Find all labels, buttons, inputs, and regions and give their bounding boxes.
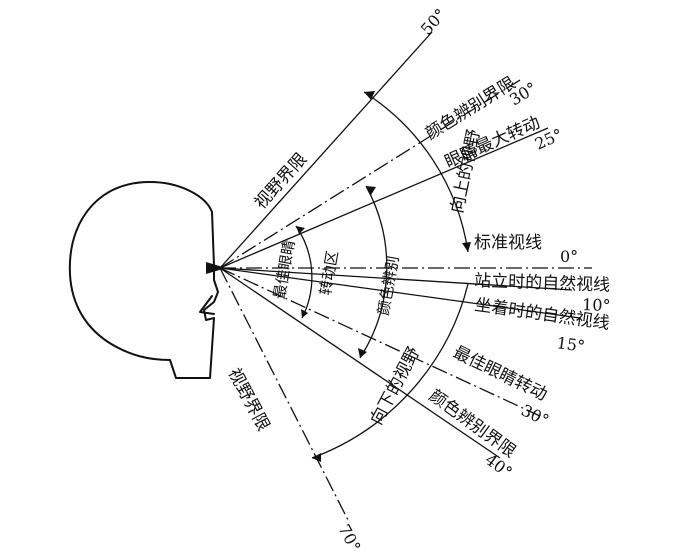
upper-limit-label: 视野界限 — [251, 149, 311, 213]
standard-deg: 0° — [560, 247, 578, 266]
best-eye-rot-label: 最佳眼睛转动 — [450, 343, 550, 406]
best-eye-label: 最佳眼睛 — [270, 238, 298, 300]
ray-color-limit-30 — [219, 79, 521, 269]
deg-50-label: 50° — [417, 5, 450, 39]
nose-outline — [199, 295, 215, 315]
arc-color-arrow-top — [366, 186, 376, 195]
ray-sitting-15 — [219, 267, 581, 319]
standing-natural-label: 站立时的自然视线 — [474, 271, 611, 296]
rot-zone-label: 转动区 — [316, 249, 342, 296]
color-limit-down-label: 颜色辨别界限 — [425, 386, 519, 462]
arc-color-arrow-bottom — [358, 348, 367, 358]
ray-standing-10 — [219, 267, 573, 291]
arc-best-eye — [295, 225, 313, 319]
view-up-label: 向上的视野 — [447, 128, 484, 215]
ray-eye-max-25 — [219, 127, 549, 269]
ray-lower-limit-70 — [219, 267, 349, 521]
arc-view-down — [311, 283, 469, 459]
ray-best-rot-30 — [219, 267, 541, 417]
standing-deg: 10° — [582, 295, 611, 315]
arc-view-up-arrow-top — [364, 91, 375, 100]
head-outline — [68, 181, 219, 379]
arc-view-down-arrow-bottom — [312, 453, 321, 462]
eye-marker — [206, 262, 226, 274]
arc-color-distinguish — [359, 185, 388, 359]
lower-limit-label: 视野界限 — [224, 365, 274, 434]
deg-70-label: 70° — [334, 521, 364, 554]
arc-best-eye-arrow-top — [296, 226, 305, 234]
arc-view-up-arrow-bottom — [462, 242, 471, 252]
color-distinguish-label: 颜色辨别 — [374, 254, 402, 316]
arc-view-up — [363, 91, 469, 253]
arc-best-eye-arrow-bottom — [301, 309, 308, 318]
ray-color-limit-40 — [219, 267, 501, 459]
best-eye-rot-deg: 30° — [518, 401, 552, 431]
standard-line-label: 标准视线 — [474, 233, 542, 253]
sitting-deg: 15° — [555, 333, 586, 356]
ray-upper-limit-50 — [219, 31, 433, 269]
